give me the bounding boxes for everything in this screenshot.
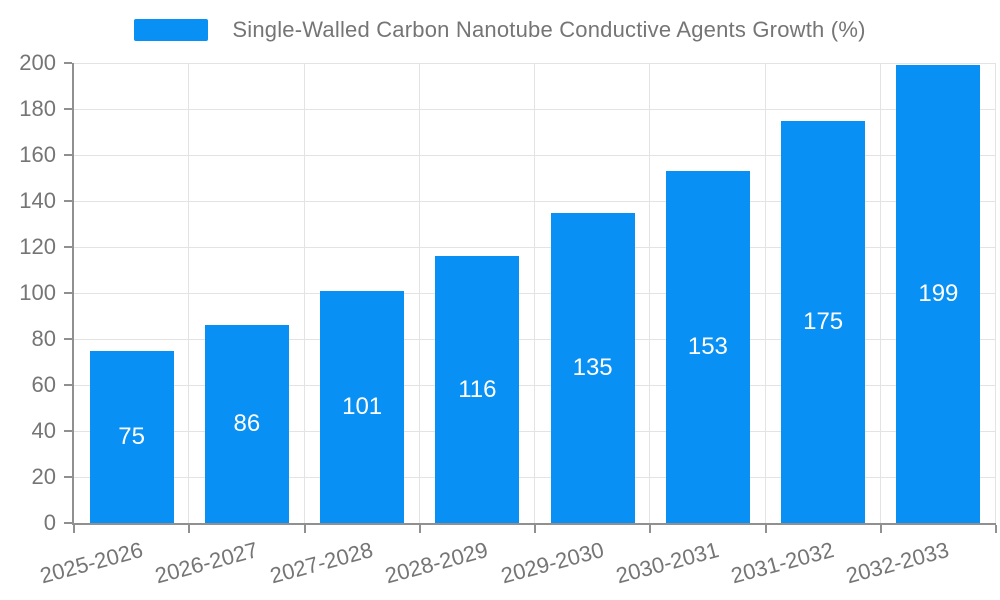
x-axis-tick <box>73 525 75 533</box>
y-tick-label: 60 <box>31 372 56 397</box>
bar-value-label: 153 <box>687 333 728 361</box>
bar-value-label: 101 <box>342 392 383 420</box>
x-axis-tick <box>188 525 191 533</box>
x-tick-label: 2032-2033 <box>843 537 952 589</box>
y-axis-tick <box>64 522 72 524</box>
x-axis-tick <box>534 525 536 533</box>
x-axis-tick <box>764 525 767 533</box>
y-gridline <box>74 201 996 202</box>
y-tick-label: 20 <box>31 464 56 489</box>
y-gridline <box>74 293 996 294</box>
x-axis-tick <box>649 525 652 533</box>
bar: 86 <box>204 325 289 523</box>
y-axis-tick <box>64 108 72 110</box>
x-tick-label: 2025-2026 <box>36 537 146 589</box>
x-gridline <box>534 63 535 523</box>
x-tick-label: 2026-2027 <box>152 537 261 589</box>
y-axis-tick <box>64 430 72 432</box>
y-tick-label: 180 <box>19 96 56 121</box>
y-gridline <box>74 63 996 64</box>
y-gridline <box>74 431 996 432</box>
x-tick-label: 2029-2030 <box>497 537 607 589</box>
bar-value-label: 199 <box>918 280 959 308</box>
y-gridline <box>74 155 996 156</box>
bar-value-label: 116 <box>458 375 497 403</box>
x-axis-tick <box>418 525 421 533</box>
x-tick-label: 2031-2032 <box>728 537 837 589</box>
y-gridline <box>74 385 996 386</box>
x-gridline <box>995 63 996 523</box>
x-axis-tick <box>303 525 306 533</box>
x-gridline <box>649 63 651 523</box>
legend-swatch <box>134 19 209 41</box>
y-axis-tick <box>64 154 72 156</box>
chart-title: Single-Walled Carbon Nanotube Conductive… <box>232 17 866 42</box>
y-axis-tick <box>64 200 72 202</box>
bar: 175 <box>781 120 866 523</box>
y-tick-label: 80 <box>31 326 56 351</box>
y-gridline <box>74 477 996 478</box>
x-gridline <box>303 63 305 523</box>
y-axis-tick <box>64 62 72 64</box>
x-tick-label: 2028-2029 <box>382 537 491 589</box>
y-gridline <box>74 339 996 340</box>
x-tick-label: 2027-2028 <box>267 537 376 589</box>
x-tick-label: 2030-2031 <box>613 537 722 589</box>
x-gridline <box>188 63 190 523</box>
y-tick-label: 140 <box>19 188 56 213</box>
y-axis-tick <box>64 384 72 386</box>
bar-value-label: 135 <box>572 353 613 381</box>
bar: 135 <box>550 212 635 523</box>
bar-value-label: 86 <box>233 410 261 438</box>
y-tick-label: 40 <box>31 418 56 443</box>
bar: 101 <box>320 290 405 523</box>
y-axis-tick <box>64 292 72 294</box>
bar-value-label: 175 <box>803 307 844 335</box>
y-tick-label: 100 <box>19 280 56 305</box>
y-axis-tick <box>64 338 72 340</box>
y-axis-tick <box>64 246 72 248</box>
y-tick-label: 200 <box>19 50 56 75</box>
plot-area: 0 20 40 60 80 100 120 140 160 180 200 75 2025-2026 86… <box>19 50 997 588</box>
x-gridline <box>879 63 881 523</box>
y-gridline <box>74 247 996 248</box>
x-gridline <box>418 63 420 523</box>
x-axis-tick <box>879 525 882 533</box>
bar: 116 <box>435 256 520 523</box>
y-tick-label: 0 <box>43 510 56 535</box>
x-gridline <box>764 63 766 523</box>
y-axis-tick <box>64 476 72 478</box>
bar: 75 <box>89 350 174 523</box>
x-axis-tick <box>995 525 997 533</box>
y-tick-label: 160 <box>19 142 56 167</box>
y-gridline <box>74 109 996 110</box>
bar: 199 <box>896 65 981 523</box>
legend: Single-Walled Carbon Nanotube Conductive… <box>0 17 1000 43</box>
bar: 153 <box>665 171 750 523</box>
bar-value-label: 75 <box>118 422 145 450</box>
y-tick-label: 120 <box>19 234 56 259</box>
